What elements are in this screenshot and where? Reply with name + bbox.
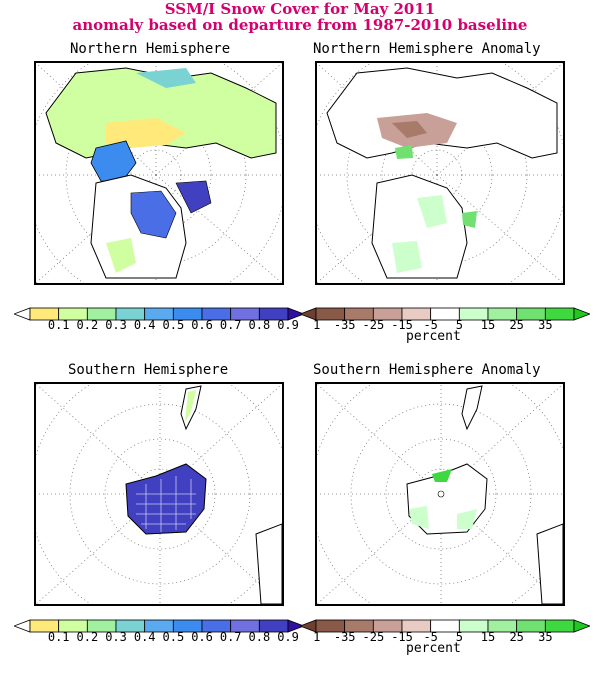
colorbar-arrow-low (300, 307, 317, 321)
colorbar-tick-label: 0.5 (162, 630, 185, 644)
colorbar-tick-label: 5 (455, 630, 463, 644)
colorbar-arrow-high (573, 619, 590, 633)
colorbar-tick-label: 0.6 (191, 318, 213, 332)
colorbar-tick-label: 15 (480, 318, 496, 332)
colorbar-tick-label: -5 (423, 630, 438, 644)
colorbar-tick-label: 0.4 (133, 318, 156, 332)
nh-map (36, 63, 282, 283)
panel-title-nh-anomaly: Northern Hemisphere Anomaly (313, 41, 541, 57)
colorbar-tick-label: 0.3 (105, 630, 127, 644)
map-panel-nh (34, 61, 284, 285)
colorbar-tick-label: 0.8 (248, 318, 271, 332)
colorbar-tick-label: 5 (455, 318, 463, 332)
colorbar-tick-label: -35 (333, 318, 356, 332)
colorbar-tick-label: 0.2 (76, 630, 99, 644)
colorbar-tick-label: 35 (538, 318, 553, 332)
colorbar-tick-label: 25 (509, 318, 524, 332)
sh-anomaly-map (317, 384, 563, 604)
colorbar-anomaly-lower-unit: percent (406, 641, 461, 656)
chart-title-line1: SSM/I Snow Cover for May 2011 (164, 0, 436, 18)
chart-title-line2: anomaly based on departure from 1987-201… (72, 16, 528, 34)
colorbar-arrow-high (287, 619, 304, 633)
map-panel-nh-anomaly (315, 61, 565, 285)
panel-title-sh-anomaly: Southern Hemisphere Anomaly (313, 362, 541, 378)
colorbar-tick-label: 0.1 (47, 630, 70, 644)
colorbar-tick-label: 35 (538, 630, 553, 644)
colorbar-tick-label: -35 (333, 630, 356, 644)
colorbar-tick-label: 0.3 (105, 318, 127, 332)
colorbar-tick-label: 15 (480, 630, 496, 644)
colorbar-tick-label: 0.2 (76, 318, 99, 332)
map-panel-sh (34, 382, 284, 606)
colorbar-tick-label: 1 (313, 318, 321, 332)
colorbar-tick-label: 1 (313, 630, 321, 644)
colorbar-tick-label: 25 (509, 630, 524, 644)
colorbar-arrow-low (14, 619, 31, 633)
nh-anomaly-map (317, 63, 563, 283)
colorbar-tick-label: 0.9 (277, 630, 299, 644)
colorbar-arrow-low (300, 619, 317, 633)
colorbar-tick-label: 0.8 (248, 630, 271, 644)
panel-title-sh: Southern Hemisphere (68, 362, 229, 378)
colorbar-tick-label: 0.4 (133, 630, 156, 644)
panel-title-nh: Northern Hemisphere (70, 41, 231, 57)
colorbar-tick-label: 0.6 (191, 630, 213, 644)
colorbar-anomaly-upper-unit: percent (406, 329, 461, 344)
colorbar-snow-cover-upper (14, 307, 304, 321)
colorbar-tick-label: 0.1 (47, 318, 70, 332)
colorbar-tick-label: -15 (391, 318, 413, 332)
colorbar-tick-label: 0.7 (219, 630, 242, 644)
sh-map (36, 384, 282, 604)
colorbar-arrow-low (14, 307, 31, 321)
colorbar-anomaly-upper (300, 307, 590, 321)
colorbar-tick-label: 0.5 (162, 318, 185, 332)
colorbar-tick-label: 0.7 (219, 318, 242, 332)
colorbar-arrow-high (287, 307, 304, 321)
colorbar-tick-label: -25 (362, 630, 385, 644)
colorbar-tick-label: -15 (391, 630, 413, 644)
colorbar-anomaly-lower (300, 619, 590, 633)
colorbar-tick-label: 0.9 (277, 318, 299, 332)
colorbar-tick-label: -5 (423, 318, 438, 332)
map-panel-sh-anomaly (315, 382, 565, 606)
colorbar-arrow-high (573, 307, 590, 321)
colorbar-snow-cover-lower (14, 619, 304, 633)
colorbar-tick-label: -25 (362, 318, 385, 332)
